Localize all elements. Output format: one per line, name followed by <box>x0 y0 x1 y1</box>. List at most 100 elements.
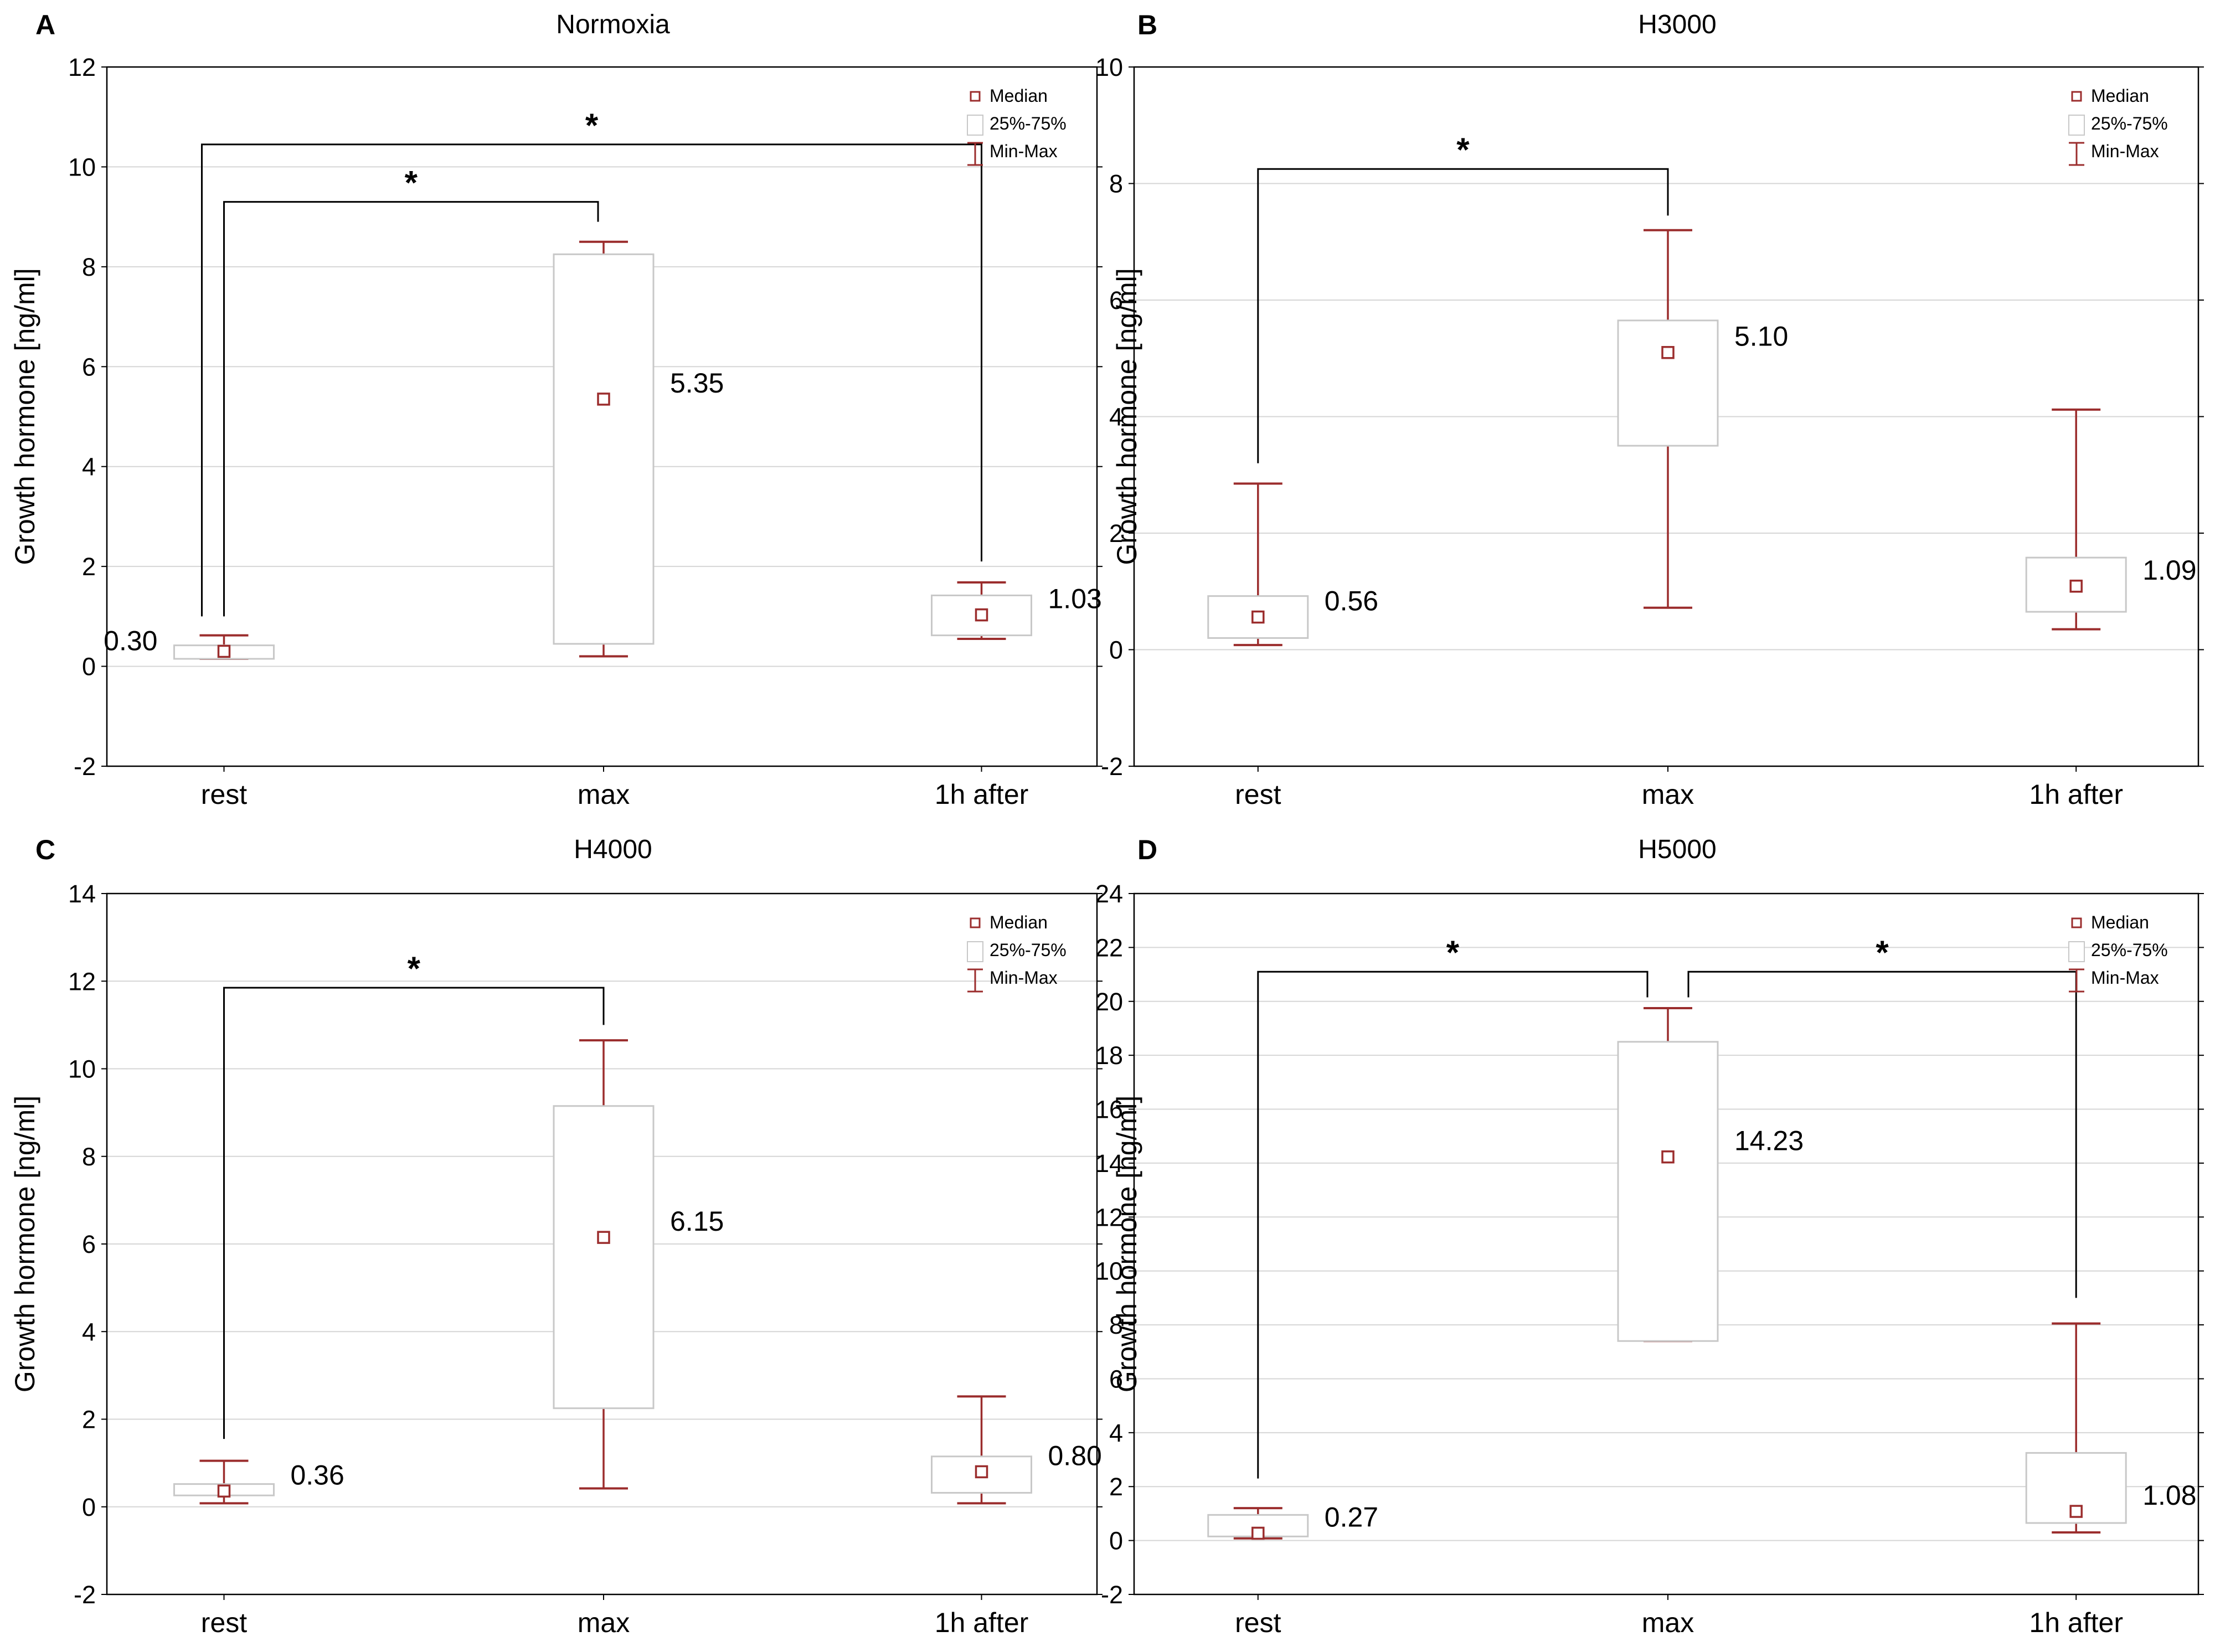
legend-minmax-label: Min-Max <box>990 141 1058 161</box>
y-axis-label: Growth hormone [ng/ml] <box>9 268 40 565</box>
legend: Median 25%-75% Min-Max <box>967 86 1067 166</box>
y-tick-label: 2 <box>82 1406 96 1434</box>
plot-frame <box>1133 892 2199 1596</box>
bracket-line <box>1257 168 1669 463</box>
y-tick-label: 24 <box>1095 880 1123 908</box>
legend-iqr-label: 25%-75% <box>990 940 1067 960</box>
y-tick-label: 8 <box>1109 1311 1123 1339</box>
y-tick-label: 22 <box>1095 933 1123 962</box>
significance-star: * <box>1876 934 1889 971</box>
legend-iqr-box <box>2068 115 2085 136</box>
y-tick-label: 16 <box>1095 1096 1123 1124</box>
box-1h-after: 1.03 <box>931 581 1102 640</box>
y-tick-label: 4 <box>82 453 96 481</box>
median-value-label: 1.03 <box>1048 584 1102 615</box>
panel-letter: A <box>35 9 55 40</box>
x-tick-label: 1h after <box>2029 779 2123 810</box>
y-tick-label: -2 <box>1101 752 1123 781</box>
median-marker <box>597 393 610 406</box>
bracket-line <box>223 201 599 617</box>
bracket-line <box>223 987 605 1439</box>
bracket-line <box>1687 970 2077 1298</box>
x-tick-label: 1h after <box>935 779 1029 810</box>
bracket-line <box>1257 970 1649 1479</box>
y-tick-label: 12 <box>68 967 96 995</box>
panel-b: B H3000 -2 0 2 4 6 8 10 Growth hormone [ng/ml] res… <box>1095 9 2204 810</box>
y-tick-label: 10 <box>1095 1257 1123 1286</box>
legend-iqr-label: 25%-75% <box>2091 113 2168 133</box>
median-value-label: 6.15 <box>670 1206 724 1237</box>
legend: Median 25%-75% Min-Max <box>2068 912 2168 993</box>
median-value-label: 1.09 <box>2142 555 2196 586</box>
y-tick-label: -2 <box>74 752 96 781</box>
median-marker <box>217 1484 231 1498</box>
y-tick-label: 14 <box>1095 1149 1123 1178</box>
median-marker <box>1251 610 1265 624</box>
box-rest: 0.30 <box>104 626 275 660</box>
median-marker <box>597 1231 610 1244</box>
x-tick-label: rest <box>1235 1607 1281 1638</box>
legend-iqr-label: 25%-75% <box>990 113 1067 133</box>
significance-bracket: * <box>1687 934 2077 1298</box>
legend: Median 25%-75% Min-Max <box>967 912 1067 993</box>
box-rest: 0.56 <box>1207 482 1378 647</box>
median-marker <box>217 644 231 658</box>
x-tick-label: rest <box>1235 779 1281 810</box>
median-marker <box>975 1465 988 1479</box>
y-tick-label: -2 <box>1101 1581 1123 1609</box>
x-tick-label: 1h after <box>2029 1607 2123 1638</box>
y-tick-label: 2 <box>82 553 96 581</box>
plot-frame <box>106 66 1098 767</box>
box-1h-after: 0.80 <box>931 1395 1102 1505</box>
significance-star: * <box>585 107 599 144</box>
legend-median-label: Median <box>2091 912 2149 932</box>
panel-letter: D <box>1137 834 1157 865</box>
median-value-label: 5.10 <box>1734 321 1788 352</box>
panel-c: C H4000 -2 0 2 4 6 8 10 12 14 Growth hormone [ng/ml… <box>9 834 1103 1638</box>
chart-title: H5000 <box>1638 835 1716 864</box>
y-axis-label: Growth hormone [ng/ml] <box>1111 1096 1142 1392</box>
x-tick-label: 1h after <box>935 1607 1029 1638</box>
legend-median-label: Median <box>990 86 1048 106</box>
iqr-box <box>1617 1041 1719 1342</box>
median-marker <box>2069 580 2083 593</box>
median-marker <box>1661 1150 1675 1164</box>
legend-median-label: Median <box>990 912 1048 932</box>
significance-bracket: * <box>1257 131 1669 463</box>
bracket-line <box>200 143 983 617</box>
box-1h-after: 1.08 <box>2025 1322 2197 1534</box>
box-rest: 0.27 <box>1207 1501 1378 1540</box>
legend-minmax-label: Min-Max <box>2091 141 2159 161</box>
legend-minmax-label: Min-Max <box>2091 968 2159 988</box>
legend-iqr-label: 25%-75% <box>2091 940 2168 960</box>
y-tick-label: 8 <box>82 253 96 281</box>
legend-iqr-box <box>967 941 983 962</box>
y-tick-label: 6 <box>1109 286 1123 314</box>
x-tick-label: max <box>578 1607 630 1638</box>
y-tick-label: 14 <box>68 880 96 908</box>
plot-frame <box>106 892 1098 1596</box>
significance-star: * <box>1456 131 1470 168</box>
median-marker <box>1251 1526 1265 1540</box>
y-tick-label: 10 <box>68 153 96 181</box>
legend-median-marker <box>970 917 981 928</box>
legend-median-marker <box>2071 91 2082 102</box>
iqr-box <box>553 1105 655 1410</box>
y-tick-label: 20 <box>1095 988 1123 1016</box>
y-tick-label: 10 <box>68 1055 96 1083</box>
significance-bracket: * <box>200 107 983 617</box>
legend-iqr-box <box>967 115 983 136</box>
median-marker <box>975 608 988 622</box>
iqr-box <box>553 253 655 645</box>
chart-title: H4000 <box>574 835 652 864</box>
y-tick-label: 4 <box>1109 403 1123 431</box>
box-max: 5.35 <box>553 240 724 658</box>
legend-iqr-box <box>2068 941 2085 962</box>
y-tick-label: 8 <box>82 1143 96 1171</box>
median-value-label: 14.23 <box>1734 1126 1804 1157</box>
y-tick-label: 6 <box>82 353 96 381</box>
y-tick-label: 18 <box>1095 1041 1123 1070</box>
panel-letter: C <box>35 834 55 865</box>
y-tick-label: 0 <box>82 1493 96 1521</box>
